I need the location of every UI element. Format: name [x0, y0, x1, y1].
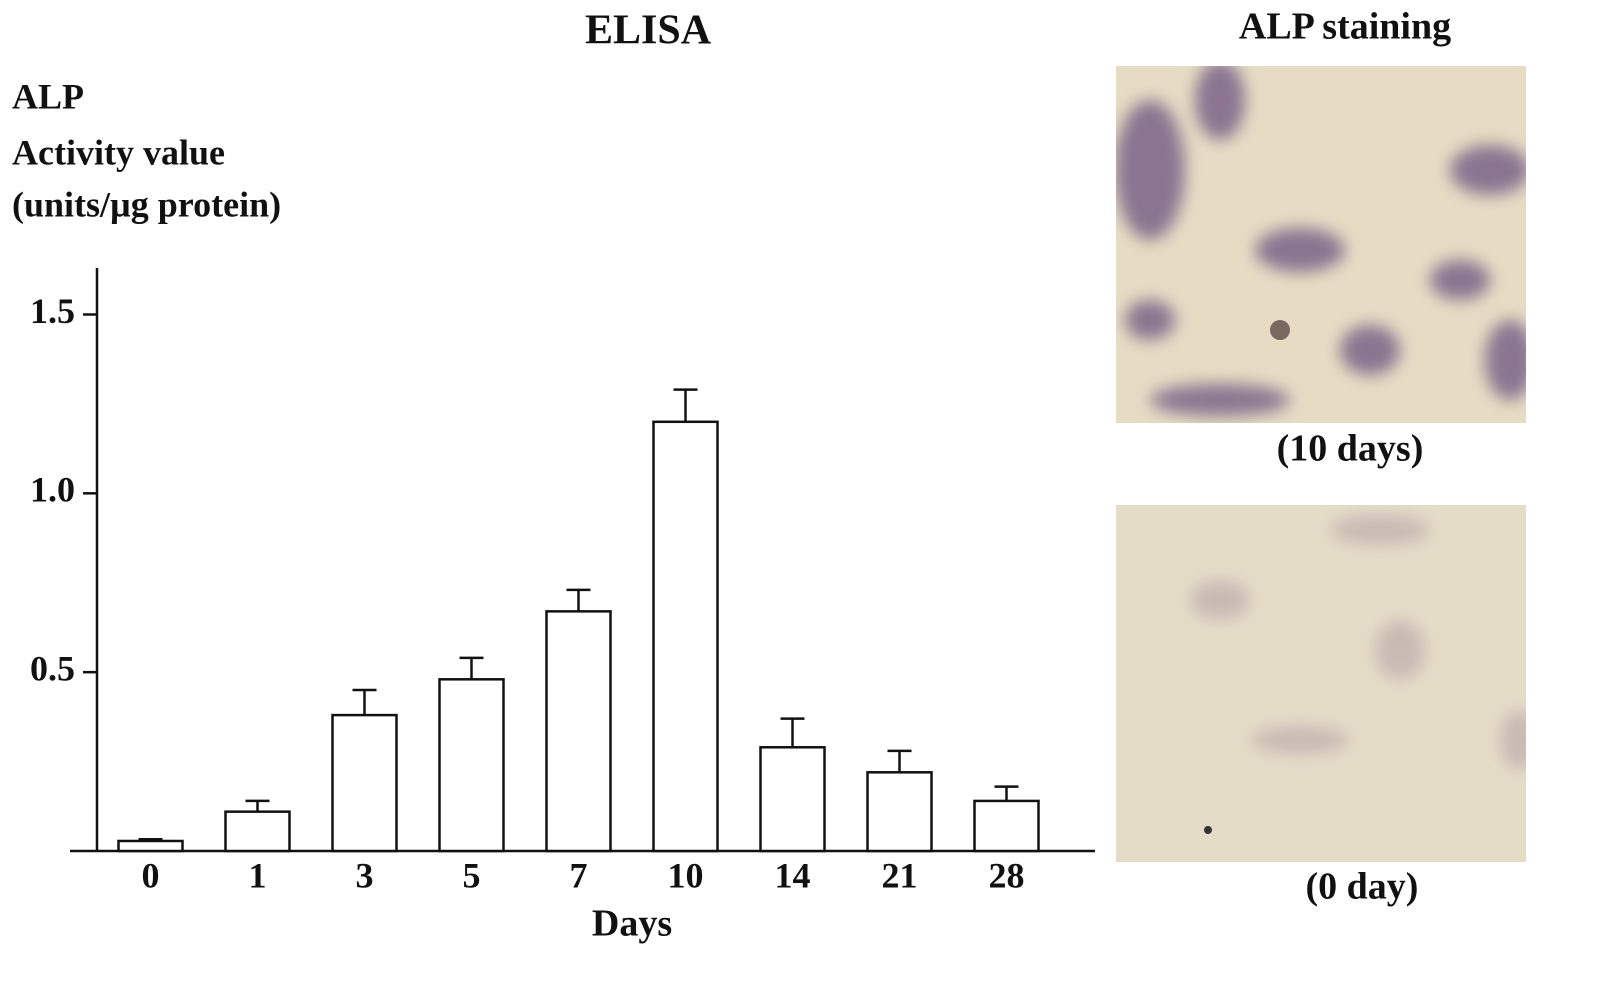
bar — [759, 746, 826, 853]
x-axis-label: Days — [592, 903, 672, 945]
bar — [866, 771, 933, 853]
x-tick-label: 5 — [463, 855, 481, 895]
bar — [545, 610, 612, 853]
x-tick-label: 21 — [882, 855, 918, 895]
x-tick-label: 7 — [570, 855, 588, 895]
y-tick-label: 1.5 — [30, 291, 75, 331]
y-tick-label: 0.5 — [30, 648, 75, 688]
chart-title: ELISA — [585, 8, 712, 54]
y-tick-label: 1.0 — [30, 470, 75, 510]
bar — [438, 678, 505, 853]
x-tick-label: 0 — [142, 855, 160, 895]
x-tick-label: 14 — [775, 855, 811, 895]
image-caption: (0 day) — [1306, 866, 1419, 908]
bar — [224, 810, 291, 853]
stain-image — [1116, 505, 1526, 862]
image-caption: (10 days) — [1277, 428, 1424, 470]
y-axis-label: (units/µg protein) — [12, 184, 281, 224]
bar — [331, 713, 398, 853]
bar — [117, 839, 184, 853]
x-tick-label: 28 — [989, 855, 1025, 895]
x-tick-label: 1 — [249, 855, 267, 895]
stain-image — [1116, 66, 1526, 423]
bar — [652, 420, 719, 853]
y-axis-label: ALP — [12, 76, 84, 116]
x-tick-label: 10 — [668, 855, 704, 895]
bar — [973, 799, 1040, 853]
panel-title: ALP staining — [1239, 6, 1451, 48]
y-axis-label: Activity value — [12, 132, 225, 172]
x-tick-label: 3 — [356, 855, 374, 895]
